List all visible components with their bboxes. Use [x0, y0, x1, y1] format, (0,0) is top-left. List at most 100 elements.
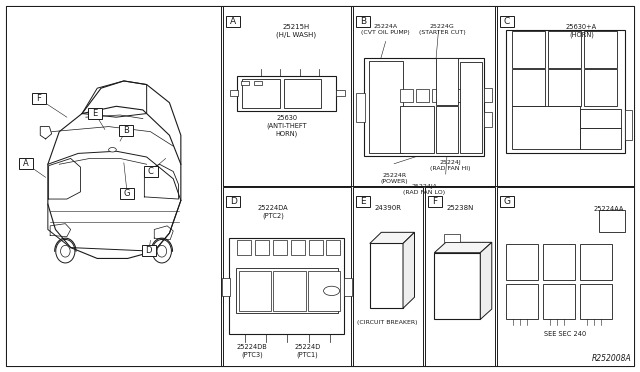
- Bar: [239, 271, 271, 311]
- Bar: [236, 268, 338, 313]
- Text: F: F: [36, 94, 42, 103]
- Bar: [308, 271, 340, 311]
- Bar: [543, 244, 575, 280]
- Bar: [241, 81, 249, 85]
- Bar: [291, 240, 305, 254]
- Text: D: D: [230, 198, 237, 206]
- Bar: [506, 283, 538, 320]
- Bar: [436, 106, 458, 153]
- Bar: [400, 89, 413, 102]
- Bar: [543, 283, 575, 320]
- Bar: [144, 166, 158, 177]
- Text: 25224AA: 25224AA: [593, 206, 624, 212]
- Text: C: C: [504, 17, 510, 26]
- Bar: [511, 70, 545, 106]
- Bar: [506, 31, 625, 153]
- Text: B: B: [123, 126, 129, 135]
- Circle shape: [109, 148, 116, 152]
- Text: G: G: [124, 189, 131, 198]
- Ellipse shape: [61, 246, 70, 257]
- Bar: [580, 244, 612, 280]
- Bar: [444, 234, 460, 242]
- Text: 25224D
(PTC1): 25224D (PTC1): [294, 343, 321, 357]
- Bar: [353, 6, 495, 186]
- Bar: [226, 16, 240, 27]
- Bar: [119, 125, 133, 136]
- Text: 25215H
(H/L WASH): 25215H (H/L WASH): [276, 24, 316, 38]
- Text: A: A: [24, 159, 29, 168]
- Bar: [625, 110, 632, 140]
- Text: E: E: [93, 109, 98, 118]
- Bar: [229, 238, 344, 334]
- Text: G: G: [504, 198, 511, 206]
- Bar: [370, 243, 403, 308]
- Bar: [254, 81, 262, 85]
- Bar: [460, 62, 482, 153]
- Bar: [226, 196, 240, 208]
- Bar: [425, 187, 495, 366]
- Bar: [400, 106, 434, 153]
- Circle shape: [324, 286, 340, 295]
- Text: 25224J
(RAD FAN HI): 25224J (RAD FAN HI): [430, 160, 471, 171]
- Bar: [32, 93, 46, 105]
- Bar: [511, 106, 580, 149]
- Bar: [506, 244, 538, 280]
- Bar: [369, 61, 403, 153]
- Bar: [436, 58, 458, 105]
- Text: 25224DA
(PTC2): 25224DA (PTC2): [258, 205, 288, 219]
- Polygon shape: [370, 232, 415, 243]
- Bar: [484, 112, 492, 127]
- Bar: [580, 109, 621, 128]
- Text: 25224R
(POWER): 25224R (POWER): [380, 173, 408, 184]
- Bar: [484, 87, 492, 102]
- Bar: [237, 240, 251, 254]
- Text: 25224JA
(RAD FAN LO): 25224JA (RAD FAN LO): [403, 184, 445, 195]
- Ellipse shape: [157, 246, 166, 257]
- Text: B: B: [360, 17, 366, 26]
- Bar: [221, 278, 230, 296]
- Text: R252008A: R252008A: [592, 354, 632, 363]
- Bar: [497, 6, 634, 186]
- Bar: [230, 90, 238, 96]
- Bar: [243, 79, 280, 108]
- Text: D: D: [146, 246, 152, 255]
- Text: 25630
(ANTI-THEFT
HORN): 25630 (ANTI-THEFT HORN): [266, 115, 307, 137]
- Bar: [500, 196, 514, 208]
- Text: 25224A
(CVT OIL PUMP): 25224A (CVT OIL PUMP): [362, 24, 410, 35]
- Bar: [599, 210, 625, 232]
- Polygon shape: [480, 242, 492, 320]
- Text: 25238N: 25238N: [446, 205, 474, 211]
- Text: A: A: [230, 17, 236, 26]
- Bar: [428, 196, 442, 208]
- Text: F: F: [433, 198, 438, 206]
- Text: 24390R: 24390R: [374, 205, 401, 211]
- Bar: [284, 79, 321, 108]
- Bar: [580, 283, 612, 320]
- Text: (CIRCUIT BREAKER): (CIRCUIT BREAKER): [358, 320, 418, 325]
- Text: C: C: [148, 167, 154, 176]
- Text: SEE SEC 240: SEE SEC 240: [545, 331, 587, 337]
- Bar: [237, 76, 336, 111]
- Ellipse shape: [56, 240, 75, 263]
- Bar: [584, 31, 617, 68]
- Bar: [356, 93, 365, 122]
- Bar: [364, 58, 484, 156]
- Bar: [353, 187, 423, 366]
- Bar: [548, 31, 581, 68]
- Bar: [580, 128, 621, 149]
- Bar: [273, 271, 305, 311]
- Bar: [308, 240, 323, 254]
- Bar: [416, 89, 429, 102]
- Bar: [500, 16, 514, 27]
- Bar: [223, 6, 351, 186]
- Text: E: E: [360, 198, 365, 206]
- Ellipse shape: [152, 240, 172, 263]
- Bar: [435, 253, 480, 320]
- Bar: [326, 240, 340, 254]
- Bar: [356, 16, 370, 27]
- Text: 25224G
(STARTER CUT): 25224G (STARTER CUT): [419, 24, 465, 35]
- Bar: [19, 158, 33, 169]
- Bar: [344, 278, 352, 296]
- Bar: [120, 188, 134, 199]
- Bar: [448, 89, 461, 102]
